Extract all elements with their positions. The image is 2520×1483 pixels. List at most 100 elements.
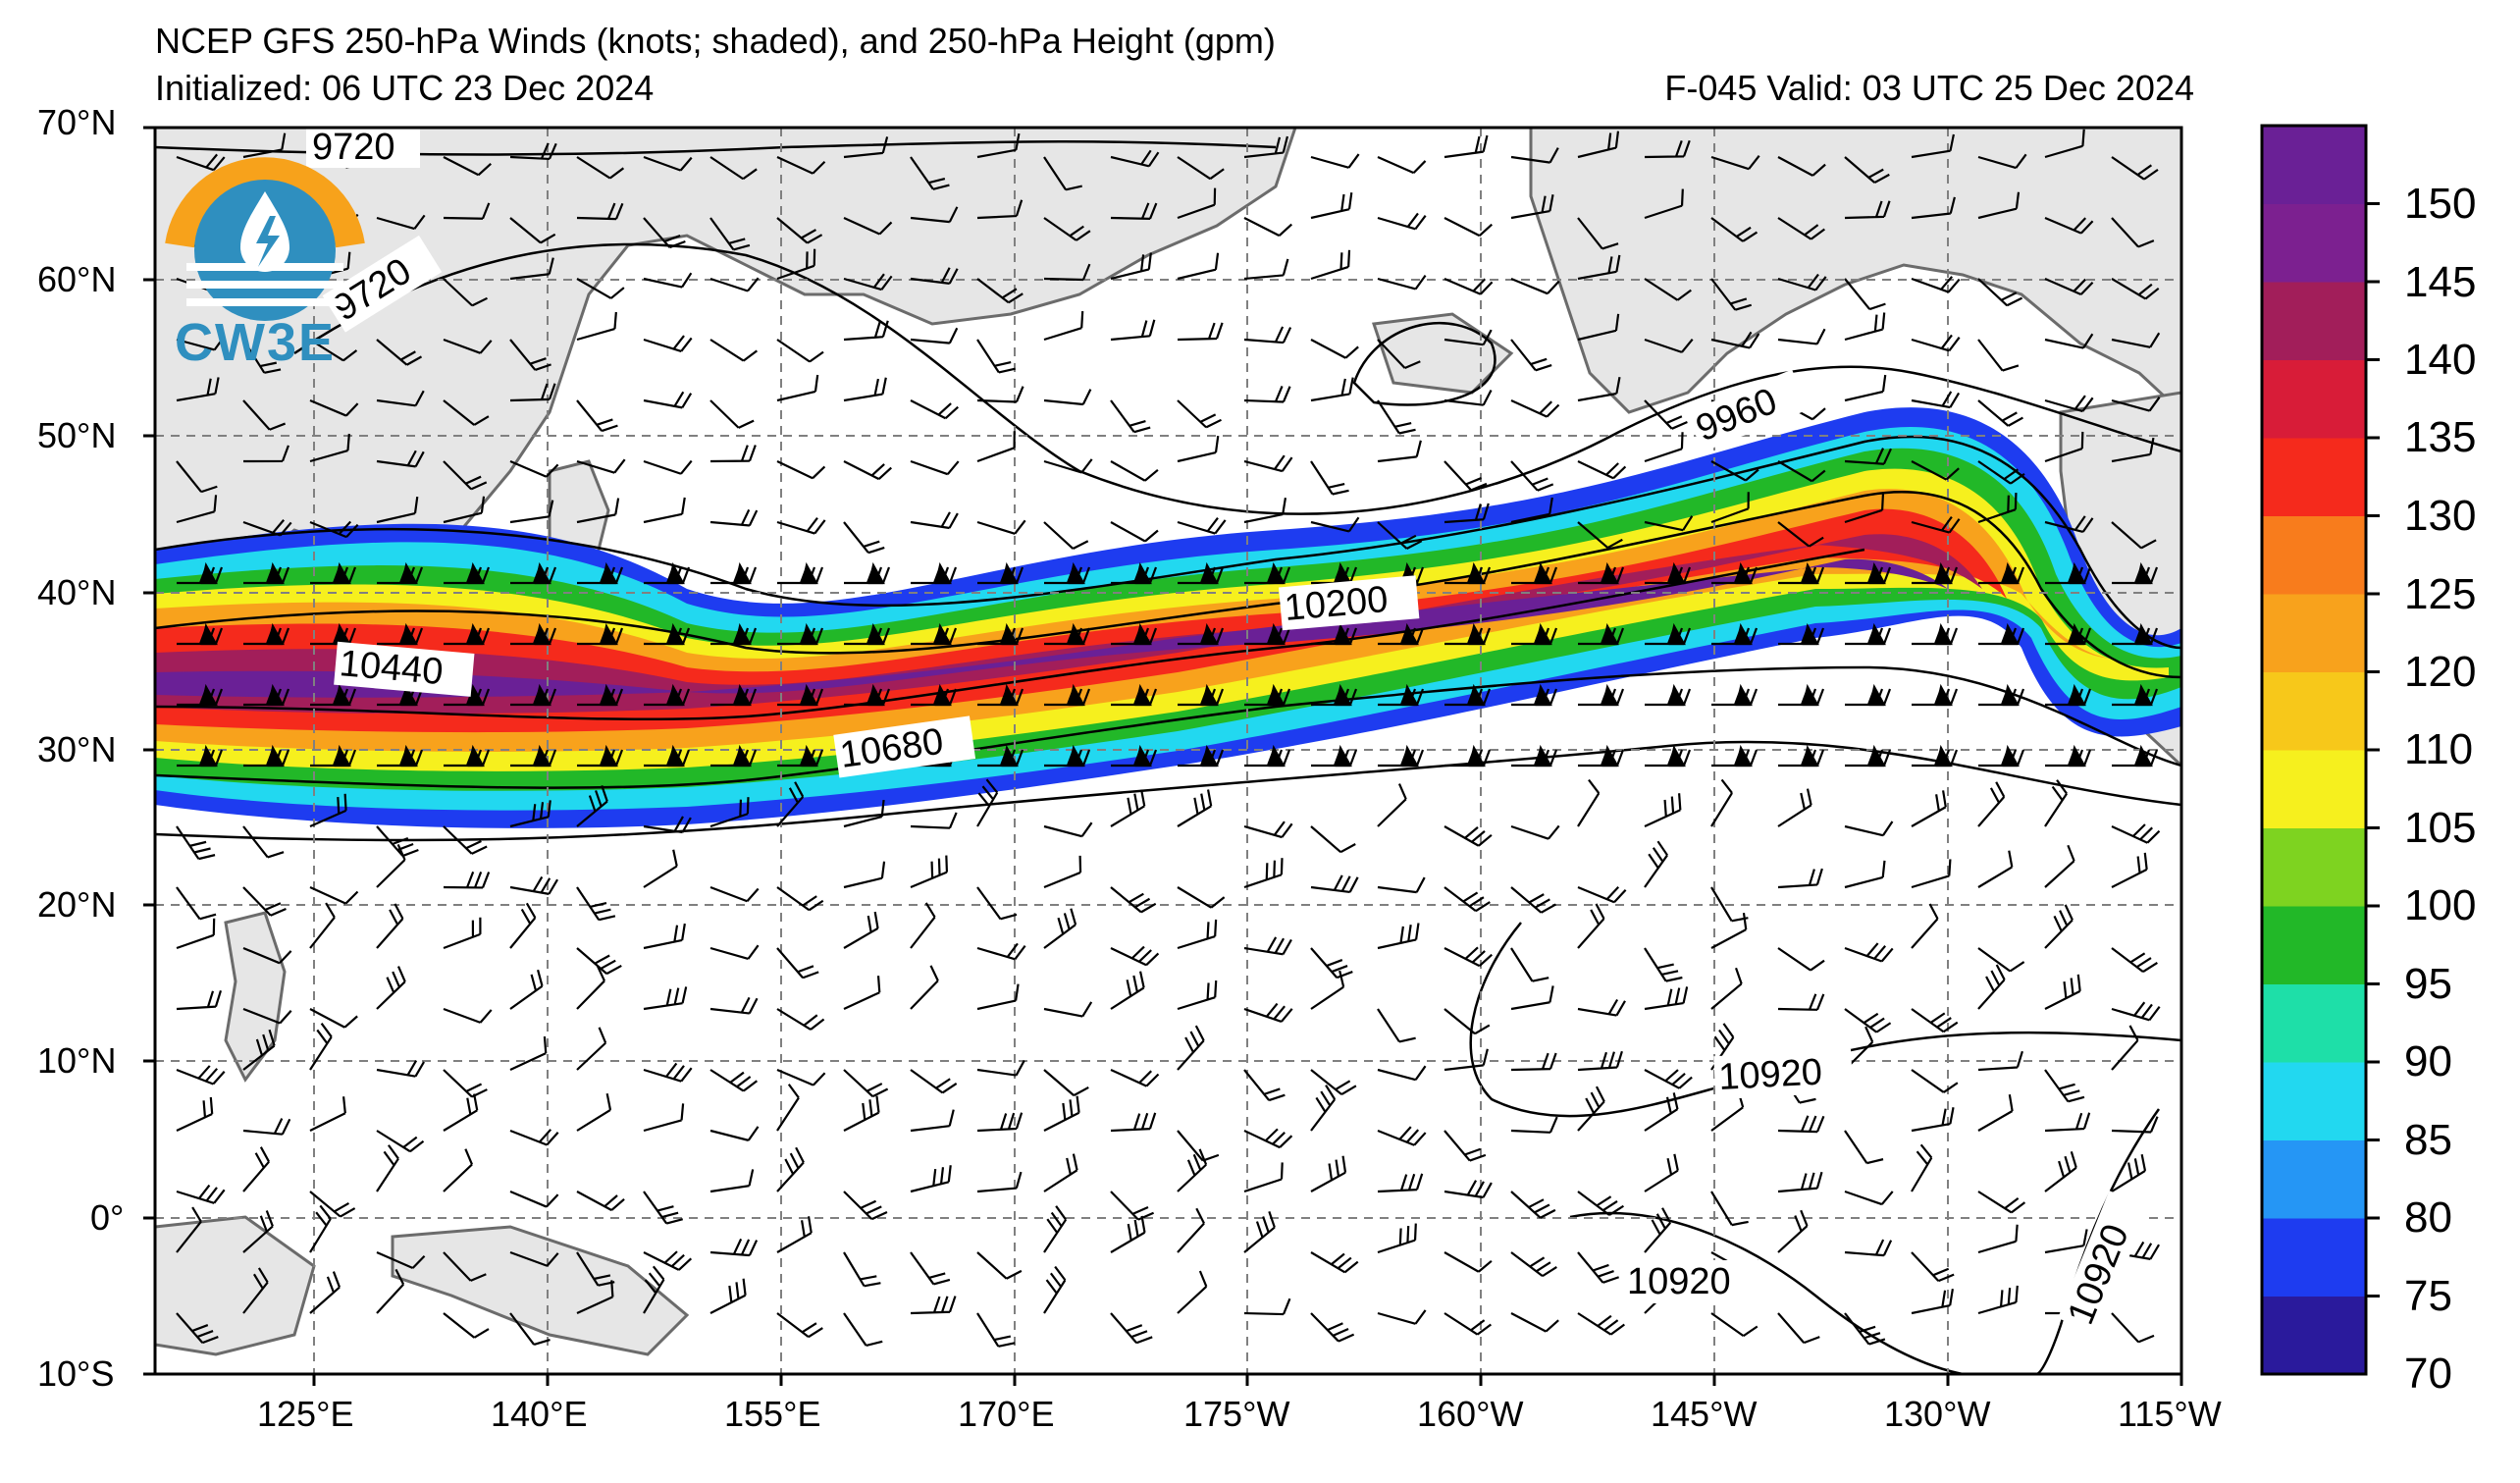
wind-barb (1911, 133, 1955, 159)
wind-barb (1911, 790, 1947, 827)
wind-barb (1912, 683, 1959, 707)
wind-barb (776, 460, 826, 480)
wind-barb (443, 1007, 493, 1024)
wind-barb (1510, 1251, 1557, 1278)
wind-barb (1977, 781, 2006, 827)
wind-barb (1377, 440, 1422, 463)
wind-barb (1977, 460, 2025, 485)
wind-barb (1110, 202, 1158, 221)
wind-barb (1911, 1143, 1933, 1192)
wind-barb (176, 1096, 214, 1132)
wind-barb (509, 875, 559, 895)
wind-barb (376, 825, 419, 858)
wind-barb (1644, 986, 1689, 1011)
wind-barb (576, 965, 605, 1010)
wind-barb (576, 202, 624, 221)
wind-barb (1844, 448, 1892, 465)
colorbar-segment (2262, 438, 2366, 516)
wind-barb (776, 886, 824, 912)
lat-label-10s: 10°S (37, 1353, 115, 1394)
wind-barb (843, 136, 889, 159)
lat-label-10n: 10°N (37, 1040, 117, 1081)
lon-label-125e: 125°E (257, 1394, 354, 1434)
wind-barb (910, 459, 960, 476)
wind-barb (1844, 374, 1887, 402)
colorbar-label-95: 95 (2404, 960, 2452, 1008)
wind-barb (576, 311, 617, 342)
wind-barb (1243, 135, 1288, 159)
wind-barb (1310, 377, 1354, 402)
wind-barb (710, 561, 758, 585)
wind-barb (1778, 744, 1825, 768)
wind-barb (176, 153, 226, 172)
wind-barb (1977, 1285, 2019, 1315)
wind-barb (1444, 825, 1493, 847)
wind-barb (1510, 339, 1552, 372)
wind-barb (910, 965, 939, 1010)
wind-barb (1377, 1309, 1427, 1325)
wind-barb (776, 1084, 800, 1132)
wind-barb (2044, 431, 2084, 463)
wind-barb (976, 386, 1024, 403)
wind-barb (2112, 622, 2159, 646)
colorbar-label-130: 130 (2404, 492, 2477, 540)
lon-label-115w: 115°W (2118, 1394, 2222, 1434)
wind-barb (776, 217, 823, 244)
wind-barb (1844, 1239, 1893, 1257)
wind-barb (910, 511, 959, 530)
wind-barb (2044, 333, 2094, 349)
wind-barb (709, 1069, 759, 1092)
wind-barb (1644, 188, 1684, 220)
wind-barb (1110, 399, 1151, 434)
wind-barb (176, 1206, 202, 1253)
wind-barb (1377, 1223, 1417, 1254)
wind-barb (709, 1126, 760, 1141)
wind-barb (1444, 277, 1494, 295)
wind-barb (1310, 1251, 1359, 1274)
wind-barb (1110, 945, 1160, 967)
wind-barb (444, 622, 491, 646)
wind-barb (1377, 1126, 1427, 1146)
wind-barb (1444, 389, 1493, 406)
wind-barb (1577, 1251, 1620, 1284)
wind-barb (1243, 258, 1289, 281)
wind-barb (1644, 515, 1694, 532)
wind-barb (1845, 744, 1892, 768)
wind-barb (1177, 322, 1224, 342)
wind-barb (1510, 460, 1554, 492)
wind-barb (2111, 217, 2155, 248)
wind-barb (1377, 339, 1421, 369)
wind-barb (1510, 277, 1560, 295)
wind-barb (1577, 1191, 1625, 1216)
wind-barb (2044, 129, 2085, 159)
wind-barb (1110, 521, 1159, 543)
colorbar-segment (2262, 906, 2366, 984)
wind-barb (509, 257, 554, 281)
colorbar-segment (2262, 671, 2366, 751)
wind-barb (1912, 622, 1959, 646)
wind-barb (1510, 947, 1549, 982)
wind-barb (1511, 683, 1558, 707)
wind-barb (577, 561, 624, 585)
wind-barb (509, 142, 557, 161)
wind-barb (2112, 744, 2159, 768)
wind-barb (911, 683, 958, 707)
wind-barb (1378, 622, 1425, 646)
colorbar-segment (2262, 1062, 2366, 1140)
wind-barb (1511, 561, 1558, 585)
wind-barb (1644, 432, 1684, 463)
wind-barb (2112, 561, 2159, 585)
wind-barb (2112, 683, 2159, 707)
wind-barb (1510, 147, 1559, 164)
wind-barb (910, 855, 949, 889)
wind-barb (910, 327, 959, 344)
wind-barb (976, 1112, 1024, 1133)
wind-barb (2111, 1241, 2161, 1260)
wind-barb (1710, 967, 1743, 1010)
colorbar-label-120: 120 (2404, 648, 2477, 696)
wind-barb (1710, 331, 1760, 349)
wind-barb (2044, 974, 2081, 1010)
wind-barb (843, 861, 886, 889)
wind-barb (1710, 1191, 1749, 1227)
wind-barb (1777, 1115, 1825, 1134)
